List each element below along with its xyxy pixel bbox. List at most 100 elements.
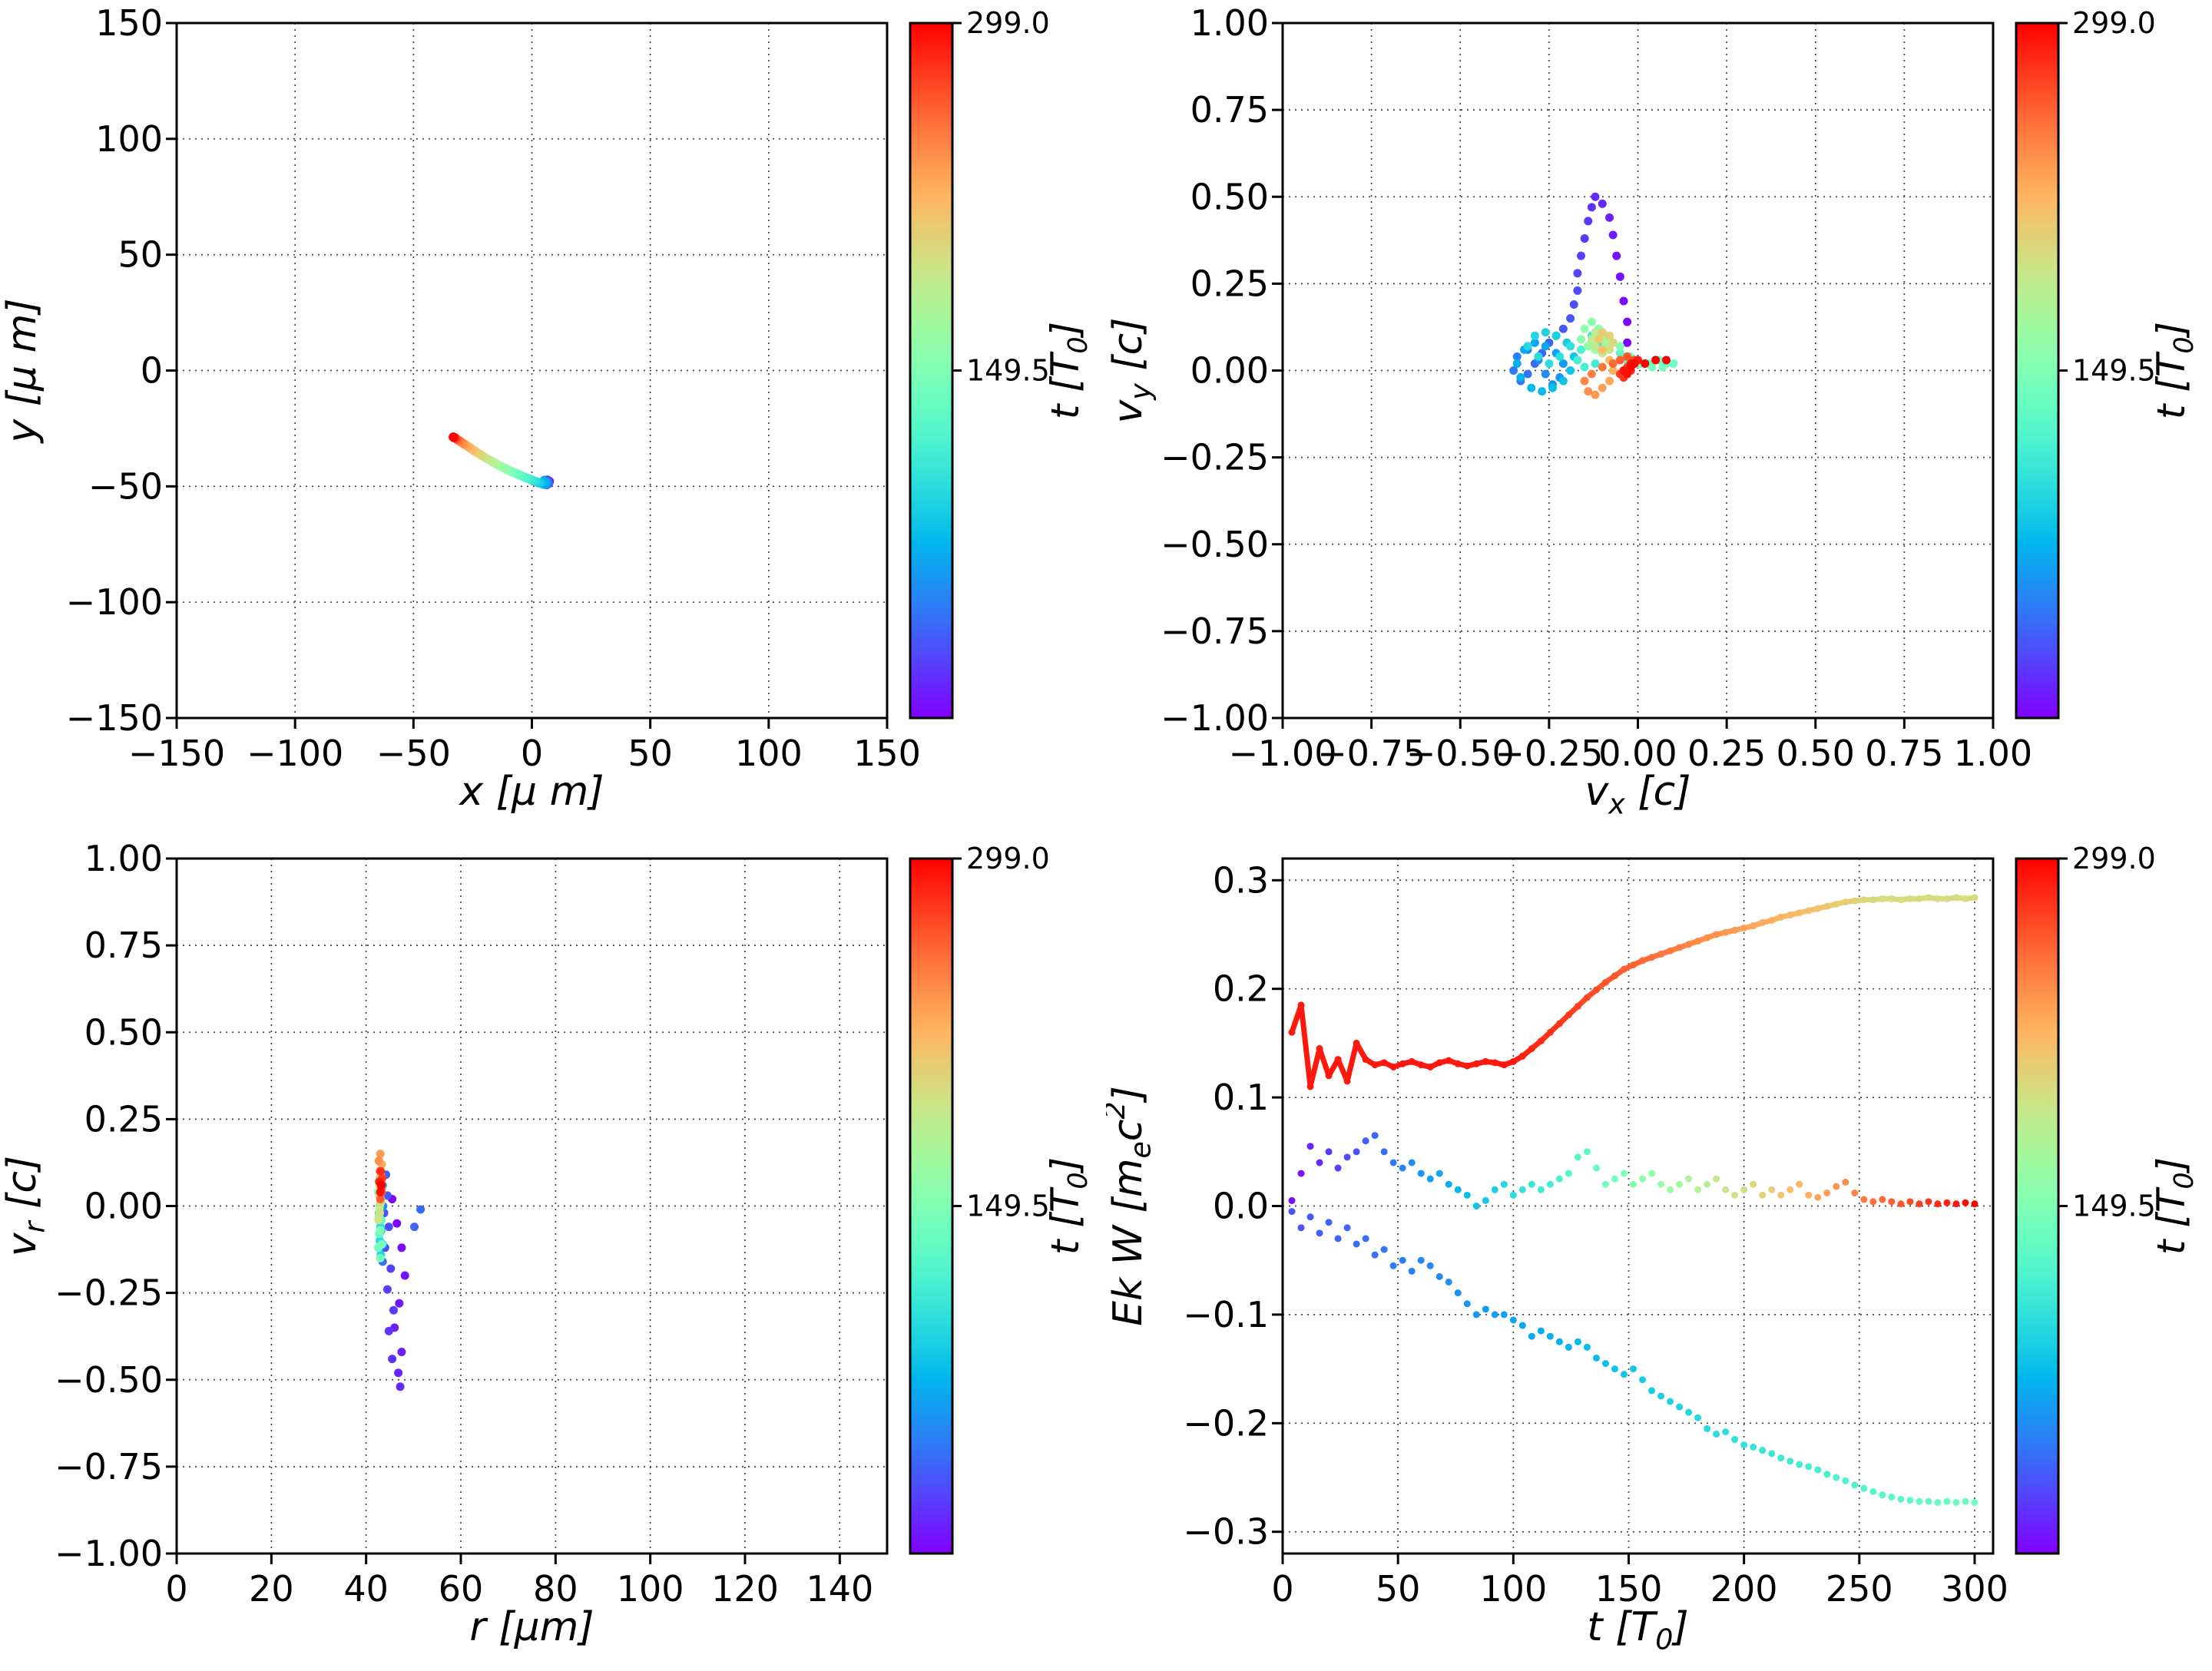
y-tick-label: 150 [95, 2, 163, 44]
panel-radial-phase: 0 20 40 60 80 100 120 140 −1.00 −0.75 −0.50 −0.25 0.… [0, 836, 1106, 1671]
data-series [1509, 192, 1678, 399]
x-tick-label: 150 [1595, 1568, 1663, 1610]
x-axis-label: t [T0] [1587, 1604, 1688, 1656]
y-tick-label: −1.00 [1161, 697, 1269, 739]
x-axis-label: vx [c] [1584, 769, 1690, 820]
x-tick-label: 0.00 [1598, 733, 1677, 774]
colorbar: 299.0 149.5t [T0] [2015, 842, 2200, 1555]
x-tick-label: 0.25 [1687, 733, 1766, 774]
x-tick-label: −0.25 [1495, 733, 1603, 774]
x-tick-label: 300 [1941, 1568, 2008, 1610]
colorbar-tick-label: 299.0 [2072, 842, 2156, 875]
y-tick-label: −0.50 [1161, 524, 1269, 565]
colorbar-label: t [T0] [2149, 1157, 2200, 1255]
x-tick-label: −50 [376, 733, 451, 774]
axes-frame [175, 857, 889, 1555]
series-particle-path [449, 432, 555, 490]
x-tick-label: −150 [128, 733, 225, 774]
trajectory-xy-plot: −150 −100 −50 0 50 100 150 −150 −100 −50 0 50 100 150… [0, 2, 1094, 815]
axis-ticks: 0 20 40 60 80 100 120 140 −1.00 −0.75 −0.50 −0.25 0.… [55, 838, 873, 1610]
y-tick-label: 0.3 [1213, 859, 1269, 901]
x-axis-label: x [μ m] [458, 769, 604, 815]
velocity-vxvy-plot: −1.00−0.75−0.50−0.250.00 0.25 0.50 0.75 1.00… [1106, 2, 2200, 820]
x-tick-label: 100 [617, 1568, 684, 1610]
x-tick-label: 0 [521, 733, 543, 774]
y-tick-label: −0.75 [1161, 610, 1269, 652]
colorbar-tick-label: 149.5 [2072, 1190, 2156, 1223]
x-tick-label: 50 [628, 733, 673, 774]
y-axis-label: Ek W [mec2] [1106, 1086, 1157, 1326]
colorbar: 299.0 149.5t [T0] [909, 6, 1094, 720]
panel-trajectory-xy: −150 −100 −50 0 50 100 150 −150 −100 −50 0 50 100 150… [0, 0, 1106, 836]
x-tick-label: 120 [711, 1568, 779, 1610]
data-series [374, 1150, 426, 1391]
x-tick-label: 0 [165, 1568, 187, 1610]
x-tick-label: 0 [1271, 1568, 1293, 1610]
y-tick-label: −0.75 [55, 1446, 163, 1487]
y-tick-label: 0.00 [1190, 350, 1269, 392]
x-tick-label: 140 [806, 1568, 873, 1610]
colorbar-label: t [T0] [2149, 322, 2200, 419]
y-axis-label: vy [c] [1106, 317, 1157, 423]
y-axis-label: vr [c] [0, 1156, 51, 1256]
x-tick-label: −1.00 [1229, 733, 1337, 774]
y-tick-label: −1.00 [55, 1533, 163, 1574]
panel-energy-time: 0 50 100 150 200 250 300 −0.3 −0.2 −0.1 0.0 0.1 0.2 0… [1106, 836, 2212, 1671]
y-tick-label: 0.25 [1190, 263, 1269, 304]
y-axis-label: y [μ m] [0, 298, 45, 444]
y-tick-label: 0.00 [84, 1186, 163, 1227]
y-tick-label: −0.1 [1183, 1294, 1269, 1335]
colorbar-tick-label: 149.5 [966, 354, 1050, 388]
y-tick-label: 0.0 [1213, 1186, 1269, 1227]
colorbar-label: t [T0] [1043, 1157, 1094, 1255]
y-tick-label: −0.3 [1183, 1511, 1269, 1553]
colorbar: 299.0 149.5t [T0] [2015, 6, 2200, 720]
y-tick-label: 0.75 [84, 925, 163, 966]
y-tick-label: −50 [88, 465, 163, 507]
y-tick-label: 0.50 [84, 1011, 163, 1053]
x-tick-label: 20 [249, 1568, 294, 1610]
colorbar-tick-label: 299.0 [966, 842, 1050, 875]
colorbar-tick-label: 149.5 [966, 1190, 1050, 1223]
grid-lines [176, 858, 887, 1554]
x-tick-label: 100 [1479, 1568, 1547, 1610]
colorbar-label: t [T0] [1043, 322, 1094, 419]
radial-phase-plot: 0 20 40 60 80 100 120 140 −1.00 −0.75 −0.50 −0.25 0.… [0, 838, 1094, 1650]
axis-ticks: 0 50 100 150 200 250 300 −0.3 −0.2 −0.1 0.0 0.1 0.2 0… [1183, 859, 2008, 1610]
x-tick-label: 100 [735, 733, 803, 774]
colorbar-tick-label: 149.5 [2072, 354, 2156, 388]
y-tick-label: 1.00 [1190, 2, 1269, 44]
y-tick-label: −0.2 [1183, 1402, 1269, 1444]
y-tick-label: −0.25 [55, 1272, 163, 1314]
grid-lines [1282, 22, 1994, 719]
series-velocity-scatter [1509, 192, 1678, 399]
series-loss-branch [1288, 1208, 1979, 1507]
y-tick-label: −100 [66, 581, 163, 623]
series-radial-scatter [374, 1150, 426, 1391]
grid-lines [176, 22, 888, 719]
y-tick-label: 0.1 [1213, 1077, 1269, 1118]
x-tick-label: 0.75 [1865, 733, 1943, 774]
colorbar: 299.0 149.5t [T0] [909, 842, 1094, 1555]
series-gain-branch [1288, 894, 1979, 1090]
x-tick-label: 150 [853, 733, 921, 774]
x-tick-label: −0.75 [1317, 733, 1426, 774]
x-tick-label: 0.50 [1777, 733, 1855, 774]
x-tick-label: 50 [1376, 1568, 1421, 1610]
y-tick-label: 0.50 [1190, 176, 1269, 217]
colorbar-tick-label: 299.0 [2072, 6, 2156, 40]
series-oscillating-branch [1288, 1132, 1979, 1209]
x-tick-label: 60 [439, 1568, 484, 1610]
x-axis-label: r [μm] [469, 1604, 594, 1650]
x-tick-label: 200 [1710, 1568, 1778, 1610]
axis-ticks: −150 −100 −50 0 50 100 150 −150 −100 −50 0 50 100 150 [66, 2, 921, 774]
panel-velocity-vxvy: −1.00 −0.75 −0.50 −0.25 0.00 0.25 0.50 0.75 1.00… [1106, 0, 2212, 836]
x-tick-label: 40 [343, 1568, 389, 1610]
y-tick-label: −0.50 [55, 1359, 163, 1401]
y-tick-label: 50 [118, 234, 163, 276]
y-tick-label: 0.2 [1213, 968, 1269, 1010]
y-tick-label: 100 [95, 118, 163, 160]
x-tick-label: 250 [1826, 1568, 1893, 1610]
y-tick-label: 1.00 [84, 838, 163, 879]
